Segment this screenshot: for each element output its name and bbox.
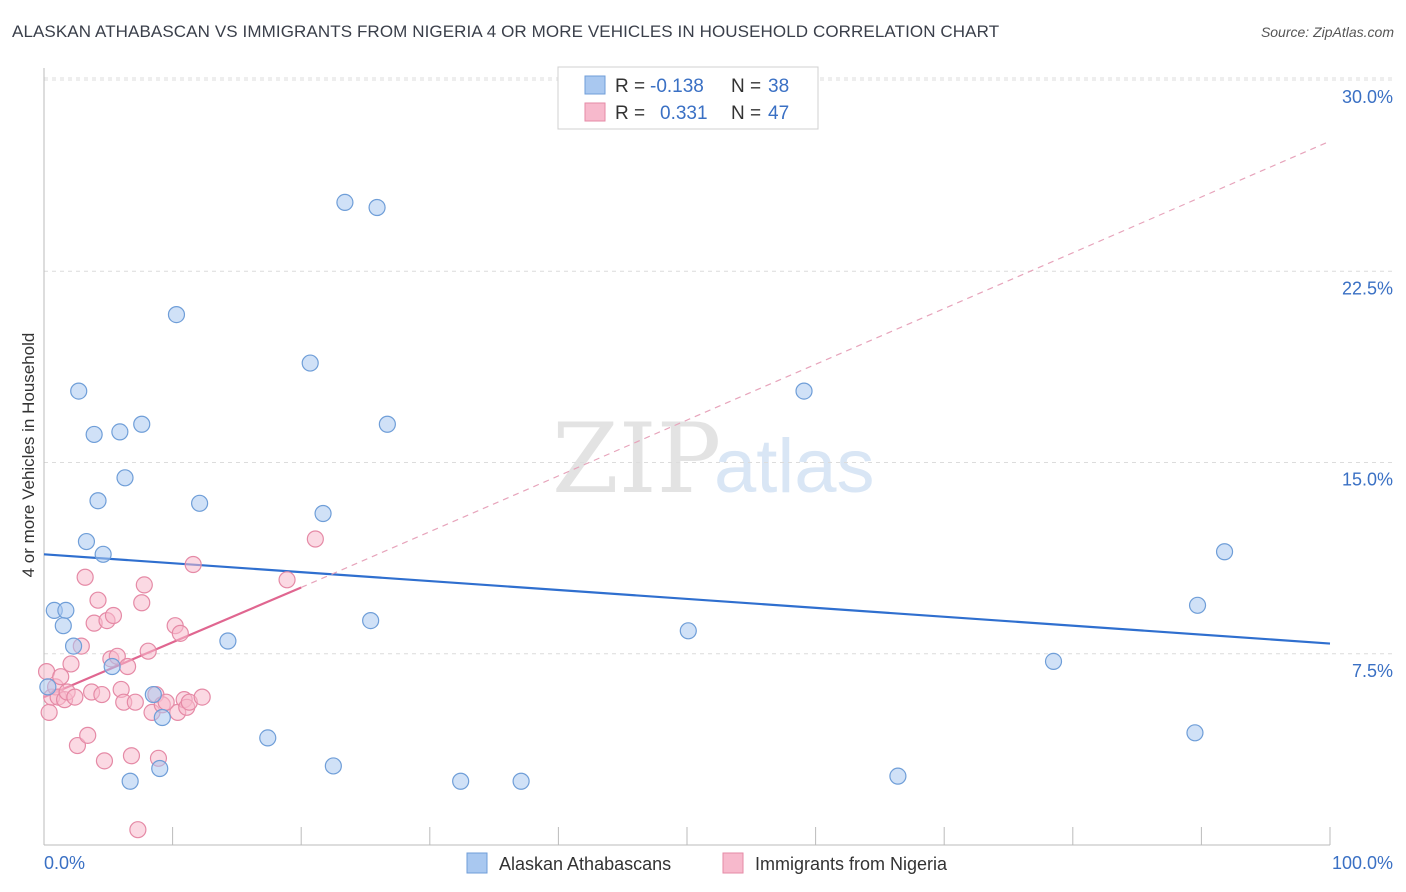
- nigeria-point-17: [93, 685, 111, 704]
- legend-n-value-2: 47: [768, 103, 789, 124]
- athabascan-point-5: [70, 382, 88, 400]
- legend-swatch-athabascan: [584, 75, 606, 95]
- bottom-legend-swatch-athabascan: [466, 852, 488, 874]
- athabascan-point-3: [54, 617, 72, 635]
- athabascan-point-27: [368, 198, 386, 217]
- nigeria-point-27: [126, 693, 144, 711]
- legend-n-label-1: N =: [731, 76, 761, 97]
- athabascan-point-17: [153, 708, 171, 727]
- athabascan-point-30: [512, 772, 530, 790]
- athabascan-point-21: [259, 729, 277, 747]
- nigeria-point-9: [66, 688, 84, 706]
- y-tick-label-2: 22.5%: [1342, 278, 1393, 298]
- bottom-legend-swatch-nigeria: [722, 852, 744, 874]
- y-tick-label-0: 7.5%: [1352, 661, 1393, 681]
- athabascan-point-15: [144, 685, 162, 704]
- athabascan-point-14: [133, 415, 151, 433]
- athabascan-point-23: [314, 504, 332, 523]
- athabascan-point-36: [1188, 596, 1207, 614]
- athabascan-point-26: [362, 611, 380, 630]
- nigeria-point-10: [68, 736, 87, 755]
- athabascan-point-31: [679, 622, 697, 640]
- athabascan-point-8: [89, 492, 107, 510]
- athabascan-point-6: [77, 532, 96, 551]
- watermark-zip: ZIP: [552, 403, 721, 515]
- nigeria-point-8: [62, 655, 80, 673]
- legend-r-label-1: R =: [615, 76, 645, 97]
- nigeria-point-12: [76, 568, 94, 586]
- athabascan-point-25: [336, 193, 354, 211]
- athabascan-point-35: [1186, 724, 1204, 742]
- nigeria-point-21: [104, 606, 123, 625]
- athabascan-point-12: [116, 469, 134, 487]
- bottom-legend-label-athabascan: Alaskan Athabascans: [499, 854, 671, 874]
- athabascan-point-28: [378, 415, 396, 433]
- athabascan-point-10: [103, 657, 121, 676]
- legend-r-value-2: 0.331: [660, 103, 708, 124]
- trend-lines: [43, 140, 1331, 699]
- nigeria-point-44: [193, 688, 211, 706]
- nigeria-point-46: [306, 530, 324, 548]
- watermark-atlas: atlas: [714, 424, 875, 509]
- athabascan-point-32: [795, 382, 813, 400]
- athabascan-point-22: [301, 354, 319, 372]
- nigeria-point-16: [89, 591, 107, 609]
- nigeria-point-30: [135, 576, 153, 594]
- tick-labels: 7.5% 15.0% 22.5% 30.0% 0.0% 100.0%: [44, 87, 1393, 873]
- athabascan-point-7: [85, 425, 103, 444]
- nigeria-point-29: [133, 594, 151, 612]
- nigeria-point-26: [122, 747, 141, 765]
- trend-line-nigeria-extension: [300, 140, 1331, 589]
- athabascan-point-4: [64, 637, 83, 655]
- bottom-legend: Alaskan Athabascans Immigrants from Nige…: [466, 852, 948, 874]
- legend-n-value-1: 38: [768, 76, 789, 97]
- chart-title: ALASKAN ATHABASCAN VS IMMIGRANTS FROM NI…: [12, 22, 1000, 41]
- athabascan-point-11: [111, 423, 129, 441]
- nigeria-point-45: [278, 571, 296, 589]
- trend-line-athabascan: [43, 553, 1331, 645]
- athabascan-point-13: [121, 772, 139, 790]
- athabascan-point-0: [39, 678, 57, 696]
- legend-swatch-nigeria: [584, 102, 606, 122]
- nigeria-point-25: [118, 657, 137, 676]
- athabascan-point-34: [1044, 652, 1063, 671]
- legend-n-label-2: N =: [731, 103, 761, 124]
- nigeria-point-28: [129, 821, 147, 839]
- data-points: [37, 193, 1234, 839]
- nigeria-point-18: [95, 752, 114, 770]
- x-tick-label-1: 100.0%: [1332, 853, 1393, 873]
- nigeria-point-1: [40, 703, 58, 722]
- athabascan-point-9: [94, 545, 112, 563]
- athabascan-point-18: [167, 306, 186, 324]
- top-legend: R = -0.138 N = 38 R = 0.331 N = 47: [557, 66, 819, 130]
- nigeria-point-39: [171, 624, 189, 642]
- athabascan-point-29: [452, 772, 470, 790]
- athabascan-point-37: [1215, 543, 1234, 561]
- athabascan-point-19: [191, 494, 209, 512]
- athabascan-point-20: [219, 632, 237, 650]
- trend-line-nigeria: [43, 586, 302, 699]
- y-axis-label: 4 or more Vehicles in Household: [19, 333, 38, 578]
- athabascan-point-16: [151, 759, 169, 778]
- athabascan-point-33: [889, 767, 907, 785]
- nigeria-point-43: [184, 555, 202, 574]
- bottom-legend-label-nigeria: Immigrants from Nigeria: [755, 854, 948, 874]
- legend-r-value-1: -0.138: [650, 76, 704, 97]
- nigeria-point-31: [139, 642, 157, 660]
- athabascan-point-2: [57, 601, 75, 620]
- athabascan-point-24: [324, 757, 342, 775]
- x-tick-label-0: 0.0%: [44, 853, 85, 873]
- y-tick-label-1: 15.0%: [1342, 470, 1393, 490]
- nigeria-point-13: [79, 726, 97, 744]
- legend-r-label-2: R =: [615, 103, 645, 124]
- nigeria-point-5: [52, 668, 70, 686]
- y-tick-label-3: 30.0%: [1342, 87, 1393, 107]
- chart-source: Source: ZipAtlas.com: [1260, 24, 1394, 40]
